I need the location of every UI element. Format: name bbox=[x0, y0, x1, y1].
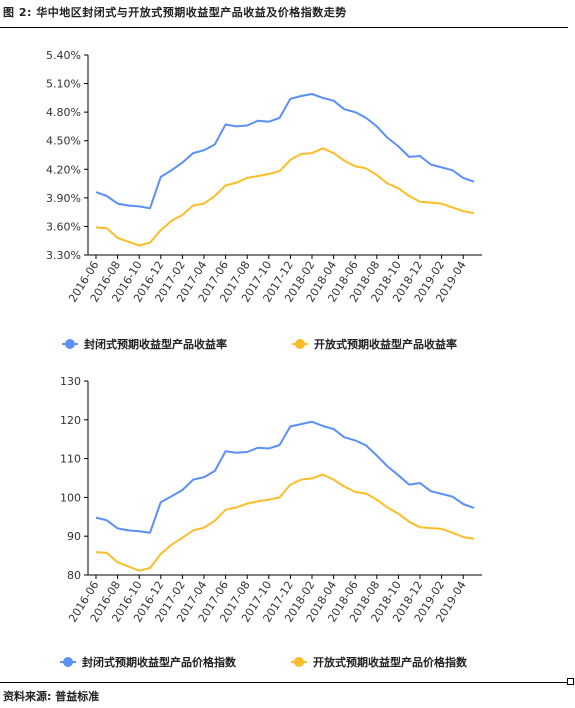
bottom-rule bbox=[0, 682, 568, 683]
legend-swatch-dot bbox=[295, 339, 305, 349]
series-line-1 bbox=[95, 93, 475, 210]
y-tick-label: 4.80% bbox=[46, 106, 81, 119]
legend-swatch-dot bbox=[294, 657, 304, 667]
y-tick-label: 90 bbox=[67, 530, 81, 543]
legend-swatch-dot bbox=[65, 339, 75, 349]
y-tick-label: 5.40% bbox=[46, 49, 81, 62]
legend-swatch-dot bbox=[63, 657, 73, 667]
legend-item-1: 封闭式预期收益型产品价格指数 bbox=[60, 655, 237, 669]
legend-label: 封闭式预期收益型产品收益率 bbox=[84, 337, 227, 351]
y-tick-label: 120 bbox=[60, 414, 81, 427]
y-tick-label: 130 bbox=[60, 375, 81, 388]
price-index-chart: 80901001101201302016-062016-082016-10201… bbox=[60, 375, 482, 669]
y-tick-label: 3.60% bbox=[46, 220, 81, 233]
legend-item-2: 开放式预期收益型产品价格指数 bbox=[291, 655, 468, 669]
series-line-1 bbox=[95, 420, 475, 534]
legend-label: 封闭式预期收益型产品价格指数 bbox=[82, 655, 237, 669]
legend-label: 开放式预期收益型产品价格指数 bbox=[313, 655, 468, 669]
y-tick-label: 80 bbox=[67, 569, 81, 582]
source-note: 资料来源: 普益标准 bbox=[3, 690, 100, 703]
y-tick-label: 110 bbox=[60, 453, 81, 466]
legend-item-2: 开放式预期收益型产品收益率 bbox=[292, 337, 457, 351]
y-tick-label: 100 bbox=[60, 491, 81, 504]
y-tick-label: 3.30% bbox=[46, 249, 81, 262]
top-rule bbox=[0, 27, 568, 28]
legend-item-1: 封闭式预期收益型产品收益率 bbox=[62, 337, 227, 351]
series-line-2 bbox=[95, 473, 475, 572]
y-tick-label: 3.90% bbox=[46, 192, 81, 205]
y-tick-label: 4.50% bbox=[46, 135, 81, 148]
corner-marker bbox=[567, 678, 574, 685]
series-line-2 bbox=[95, 147, 475, 247]
y-tick-label: 5.10% bbox=[46, 78, 81, 91]
y-tick-label: 4.20% bbox=[46, 163, 81, 176]
legend-label: 开放式预期收益型产品收益率 bbox=[314, 337, 457, 351]
yield-rate-chart: 3.30% 3.60% 3.90% 4.20% 4.50% 4.80% 5.10% 5.40%… bbox=[46, 49, 482, 351]
figure-title: 图 2: 华中地区封闭式与开放式预期收益型产品收益及价格指数走势 bbox=[3, 6, 347, 19]
